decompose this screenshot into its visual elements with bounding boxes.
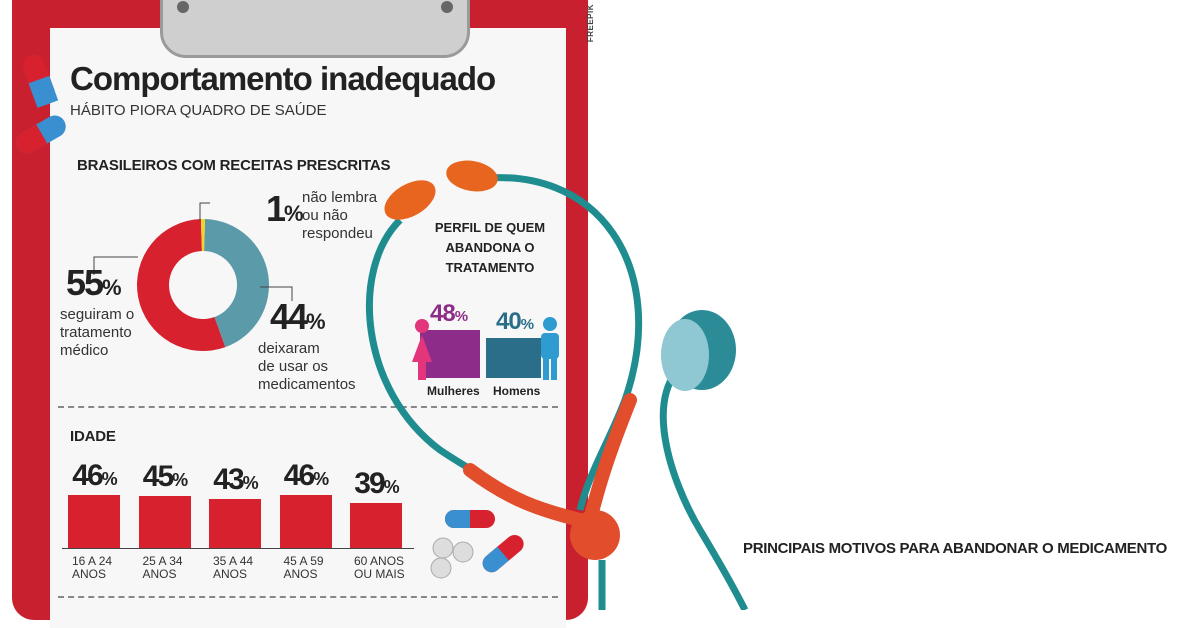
clip-rivet [177,1,189,13]
page-title: Comportamento inadequado [70,60,496,97]
woman-icon [412,319,432,380]
perfil-bar-value: 40% [496,308,534,335]
perfil-bar-label: Mulheres [427,384,480,398]
age-bar-value: 43% [213,462,258,496]
note-seguiram: seguiram o tratamento médico [60,306,135,359]
age-bar-label: 45 A 59 ANOS [283,554,324,581]
age-bar [350,503,402,548]
age-bar [279,495,332,548]
section-divider [58,596,558,598]
note-nao-lembra: não lembra ou não respondeu [302,189,378,242]
clipboard-clip [160,0,470,58]
leader-line [199,202,210,221]
age-bar-value: 45% [142,460,188,494]
pill-icon [16,54,66,154]
note-deixaram: deixaram de usar os medicamentos [258,340,356,393]
pill-icon [430,510,524,579]
age-bar-value: 46% [283,459,329,493]
perfil-bar-label: Homens [493,384,541,398]
donut-slice-deixaram [204,219,269,348]
age-bar-value: 39% [354,467,399,501]
donut-heading: BRASILEIROS COM RECEITAS PRESCRITAS [77,157,391,174]
clip-rivet [441,1,453,13]
pct-seguiram: 55% [66,262,122,303]
age-bar-value: 46% [72,459,117,493]
man-icon [541,317,559,380]
age-bar-label: 35 A 44 ANOS [213,554,254,581]
age-bar [138,496,191,548]
donut-slice-seguiram [137,219,226,351]
leader-line [93,256,138,275]
image-credit: FREEPIK [586,4,595,43]
page-subtitle: HÁBITO PIORA QUADRO DE SAÚDE [70,102,327,119]
perfil-bar [486,338,541,378]
age-bar [209,498,261,548]
age-bar-label: 16 A 24 ANOS [72,554,113,581]
donut-chart [93,202,293,351]
section-divider [58,406,558,408]
age-baseline [62,548,414,549]
motivos-heading: PRINCIPAIS MOTIVOS PARA ABANDONAR O MEDI… [743,540,1167,557]
age-bar-label: 60 ANOS OU MAIS [354,554,405,581]
leader-line [260,286,293,301]
age-bar-label: 25 A 34 ANOS [142,554,183,581]
perfil-bar [420,330,480,378]
stethoscope-icon [365,160,749,610]
donut-slice-nao-lembra [200,219,206,252]
age-bar [68,495,120,548]
pct-nao-lembra: 1% [266,188,304,229]
age-heading: IDADE [70,428,116,445]
perfil-heading: PERFIL DE QUEM ABANDONA O TRATAMENTO [434,220,546,275]
pct-deixaram: 44% [270,296,326,337]
perfil-bar-value: 48% [430,300,468,327]
